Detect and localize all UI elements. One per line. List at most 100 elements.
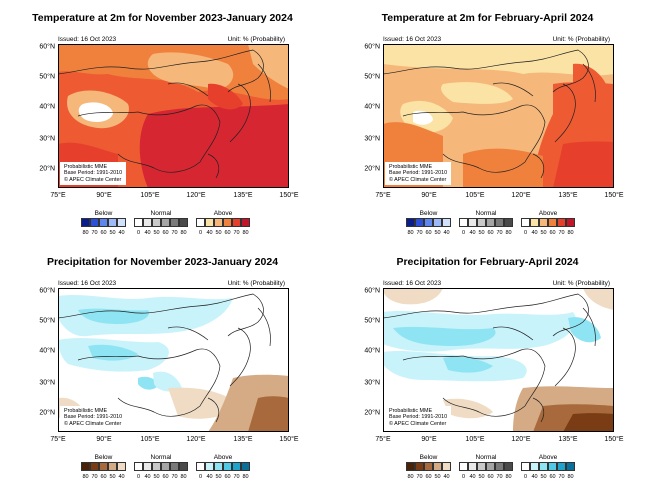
legend-swatch-below <box>433 218 442 227</box>
legend-tick-above: 50 <box>215 474 222 480</box>
legend-swatch-below <box>424 218 433 227</box>
legend-tick-above: 60 <box>549 474 556 480</box>
legend-swatch-below <box>424 462 433 471</box>
info-line: Probabilistic MME <box>389 163 433 170</box>
legend-group-above: Above <box>213 454 233 461</box>
unit-label: Unit: % (Probability) <box>552 280 610 287</box>
legend-tick-below: 60 <box>425 230 432 236</box>
legend-tick-below: 60 <box>425 474 432 480</box>
info-line: Base Period: 1991-2010 <box>64 170 123 177</box>
legend-group-normal: Normal <box>150 210 172 217</box>
legend-tick-above: 40 <box>531 474 538 480</box>
legend-swatch-normal <box>152 462 161 471</box>
legend-tick-below: 60 <box>100 474 107 480</box>
map-panel-prec-ndj: Precipitation for November 2023-January … <box>0 244 325 488</box>
legend-tick-below: 50 <box>434 230 441 236</box>
legend-swatch-above <box>548 462 557 471</box>
x-tick-label: 120°E <box>186 192 206 199</box>
x-tick-label: 150°E <box>279 436 299 443</box>
legend-swatch-normal <box>495 218 504 227</box>
legend-tick-above: 0 <box>198 474 203 480</box>
legend-swatch-normal <box>152 218 161 227</box>
legend-swatch-below <box>108 218 117 227</box>
legend-tick-normal: 80 <box>180 474 187 480</box>
legend-group-above: Above <box>538 454 558 461</box>
legend-swatch-normal <box>468 218 477 227</box>
legend-tick-normal: 40 <box>144 230 151 236</box>
legend-tick-below: 40 <box>118 230 125 236</box>
map-panel-temp-ndj: Temperature at 2m for November 2023-Janu… <box>0 0 325 244</box>
legend-swatch-normal <box>486 462 495 471</box>
legend-swatch-normal <box>161 218 170 227</box>
info-box: Probabilistic MME Base Period: 1991-2010… <box>60 405 127 429</box>
y-tick-label: 30°N <box>39 379 55 387</box>
legend-swatch-below <box>117 462 126 471</box>
x-tick-label: 90°E <box>96 436 112 443</box>
x-tick-label: 135°E <box>233 436 253 443</box>
legend-swatch-above <box>557 218 566 227</box>
legend-swatch-row <box>0 218 325 227</box>
legend-tick-below: 70 <box>91 474 98 480</box>
legend-swatch-normal <box>477 462 486 471</box>
legend-swatch-above <box>223 218 232 227</box>
legend-swatch-above <box>241 462 250 471</box>
y-tick-label: 40°N <box>364 347 380 355</box>
legend-swatch-above <box>232 462 241 471</box>
legend-tick-below: 50 <box>109 474 116 480</box>
probability-legend: Below 80 70 60 50 40 Normal 0 40 50 60 70 80 Above 0 40… <box>325 454 650 484</box>
legend-swatch-normal <box>477 218 486 227</box>
x-tick-label: 135°E <box>558 436 578 443</box>
legend-swatch-normal <box>486 218 495 227</box>
legend-tick-normal: 50 <box>153 230 160 236</box>
legend-tick-normal: 50 <box>478 474 485 480</box>
legend-swatch-normal <box>170 218 179 227</box>
probability-legend: Below 80 70 60 50 40 Normal 0 40 50 60 70 80 Above 0 40… <box>325 210 650 240</box>
y-tick-label: 40°N <box>39 347 55 355</box>
legend-tick-normal: 70 <box>171 474 178 480</box>
info-box: Probabilistic MME Base Period: 1991-2010… <box>385 161 452 185</box>
legend-tick-normal: 70 <box>496 230 503 236</box>
forecast-map: Probabilistic MME Base Period: 1991-2010… <box>383 288 614 432</box>
legend-tick-above: 70 <box>558 474 565 480</box>
legend-tick-normal: 60 <box>487 230 494 236</box>
legend-tick-normal: 0 <box>461 230 466 236</box>
x-tick-label: 105°E <box>140 192 160 199</box>
x-tick-label: 105°E <box>465 436 485 443</box>
y-tick-label: 20°N <box>39 165 55 173</box>
issued-date: Issued: 16 Oct 2023 <box>383 36 442 43</box>
y-tick-label: 30°N <box>39 135 55 143</box>
forecast-map: Probabilistic MME Base Period: 1991-2010… <box>58 288 289 432</box>
legend-tick-normal: 80 <box>180 230 187 236</box>
legend-swatch-below <box>406 218 415 227</box>
y-tick-label: 50°N <box>364 317 380 325</box>
legend-tick-above: 0 <box>523 230 528 236</box>
info-line: Probabilistic MME <box>64 407 108 414</box>
legend-tick-below: 70 <box>416 474 423 480</box>
legend-swatch-below <box>415 218 424 227</box>
panel-title: Precipitation for November 2023-January … <box>46 256 279 268</box>
legend-swatch-below <box>99 218 108 227</box>
legend-group-below: Below <box>419 210 438 217</box>
map-canvas <box>383 288 614 432</box>
x-tick-label: 150°E <box>604 436 624 443</box>
legend-tick-below: 80 <box>407 474 414 480</box>
y-tick-label: 30°N <box>364 135 380 143</box>
legend-swatch-above <box>530 218 539 227</box>
x-tick-label: 90°E <box>421 192 437 199</box>
x-tick-label: 105°E <box>465 192 485 199</box>
y-tick-label: 40°N <box>364 103 380 111</box>
legend-tick-normal: 40 <box>469 474 476 480</box>
panel-title: Temperature at 2m for November 2023-Janu… <box>32 12 293 24</box>
x-tick-label: 75°E <box>50 436 66 443</box>
legend-swatch-normal <box>143 462 152 471</box>
forecast-map: Probabilistic MME Base Period: 1991-2010… <box>58 44 289 188</box>
legend-group-above: Above <box>213 210 233 217</box>
legend-tick-normal: 50 <box>478 230 485 236</box>
legend-swatch-above <box>196 462 205 471</box>
legend-group-below: Below <box>94 210 113 217</box>
legend-group-below: Below <box>419 454 438 461</box>
legend-tick-above: 60 <box>224 474 231 480</box>
legend-tick-normal: 40 <box>469 230 476 236</box>
legend-swatch-normal <box>170 462 179 471</box>
legend-tick-above: 50 <box>215 230 222 236</box>
